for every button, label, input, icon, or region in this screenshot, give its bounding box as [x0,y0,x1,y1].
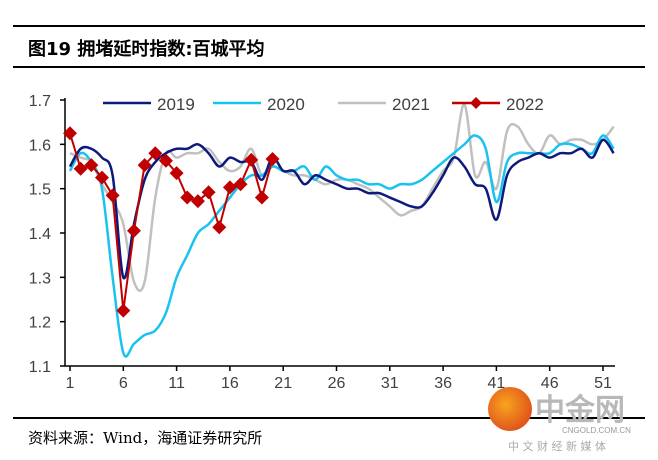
legend-label-2019: 2019 [157,95,195,114]
source-rule [13,417,645,419]
data-point-2022 [94,170,109,185]
data-point-2022 [180,190,195,205]
x-tick-label: 16 [221,375,239,392]
data-point-2022 [233,177,248,192]
x-tick-label: 51 [594,375,612,392]
data-point-2022 [222,180,237,195]
data-point-2022 [244,152,259,167]
data-point-2022 [105,188,120,203]
data-point-2022 [212,220,227,235]
line-chart: 1.11.21.31.41.51.61.71 6 11 16 21 26 31 36 41 46 5… [29,93,615,392]
y-tick-label: 1.5 [29,182,51,199]
data-point-2022 [116,303,131,318]
data-point-2022 [63,126,77,141]
x-tick-label: 26 [328,375,346,392]
legend-marker-2022 [470,97,482,109]
title-bottom-rule [13,66,645,68]
x-tick-label: 21 [274,375,292,392]
watermark-tagline: 中 文 财 经 新 媒 体 [508,440,606,453]
x-tick-label: 1 [66,375,75,392]
data-point-2022 [201,185,216,200]
series-line-2019 [68,138,615,280]
series-line-2021 [69,103,615,292]
legend-label-2022: 2022 [506,95,544,114]
x-tick-label: 36 [434,375,452,392]
y-tick-label: 1.6 [29,137,51,154]
data-point-2022 [126,223,141,238]
data-point-2022 [158,153,173,168]
data-point-2022 [84,158,99,173]
series-line-2020 [68,134,615,358]
watermark-logo-icon [488,387,532,431]
watermark-domain: CNGOLD.COM.CN [562,426,631,435]
y-tick-label: 1.7 [29,93,51,110]
y-tick-label: 1.4 [29,226,51,243]
title-top-rule [13,25,645,27]
data-point-2022 [73,161,88,176]
x-tick-label: 31 [381,375,399,392]
data-point-2022 [265,151,280,166]
source-note: 资料来源：Wind，海通证券研究所 [28,429,263,447]
y-tick-label: 1.2 [29,315,51,332]
legend-label-2020: 2020 [267,95,305,114]
x-tick-label: 6 [119,375,128,392]
data-point-2022 [148,146,163,161]
y-tick-label: 1.1 [29,359,51,376]
watermark-brand: 中金网 [535,393,625,428]
x-tick-label: 11 [168,375,185,392]
legend-label-2021: 2021 [392,95,430,114]
data-point-2022 [137,158,152,173]
chart-title: 图19 拥堵延时指数:百城平均 [28,39,265,60]
y-tick-label: 1.3 [29,270,51,287]
data-point-2022 [190,194,205,209]
data-point-2022 [254,190,269,205]
x-tick-label: 46 [541,375,559,392]
data-point-2022 [169,166,184,181]
